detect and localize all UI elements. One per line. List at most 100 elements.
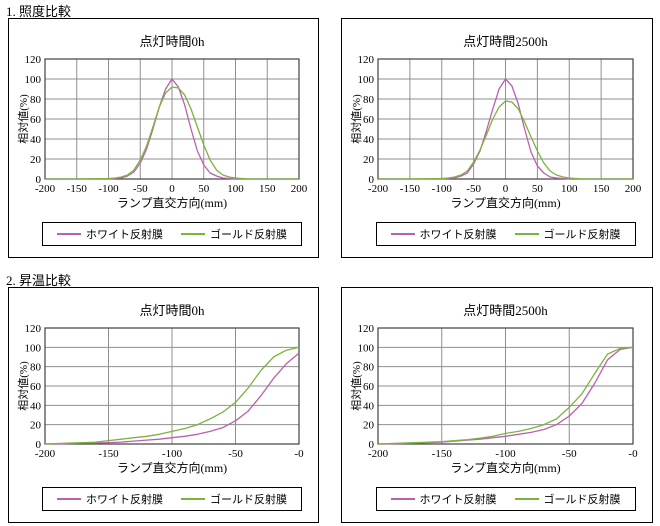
section-2-label: 2. 昇温比較 (6, 273, 72, 288)
x-tick-label: -0 (628, 448, 638, 460)
x-tick-label: -50 (133, 183, 148, 195)
legend: ホワイト反射膜 ゴールド反射膜 (42, 487, 302, 511)
y-tick-label: 0 (369, 439, 375, 451)
legend-label: ゴールド反射膜 (543, 494, 621, 506)
x-tick-label: 100 (227, 183, 244, 195)
plot-svg: 0 20 40 60 80 100 120 -200 -150 -100 -50 -0 (25, 323, 305, 460)
legend: ホワイト反射膜 ゴールド反射膜 (375, 487, 636, 511)
plot-frame (44, 327, 300, 445)
x-axis-label: ランプ直交方向(mm) (116, 196, 228, 210)
y-tick-label: 120 (358, 323, 375, 335)
x-tick-label: -100 (432, 183, 453, 195)
y-tick-label: 120 (358, 54, 375, 66)
x-tick-label: 200 (625, 183, 642, 195)
y-tick-label: 100 (25, 342, 42, 354)
chart-title: 点灯時間0h (139, 303, 205, 318)
x-tick-label: -100 (495, 448, 516, 460)
x-tick-label: -150 (432, 448, 453, 460)
x-axis-label: ランプ直交方向(mm) (116, 461, 228, 475)
plot-area: 0 20 40 60 80 100 120 -200 -150 -100 -50 0 50 100 150 2… (342, 19, 652, 257)
x-tick-label: 150 (593, 183, 610, 195)
y-axis-label: 相対値(%) (351, 361, 363, 411)
x-tick-label: -100 (98, 183, 119, 195)
y-tick-label: 80 (30, 94, 42, 106)
y-tick-label: 80 (363, 362, 375, 374)
chart-illuminance-0h: 0 20 40 60 80 100 120 -200 -150 -100 -50 0 50 100 150 2… (8, 18, 319, 258)
legend-item-gold-film: ゴールド反射膜 (181, 491, 287, 507)
series-line-gold-film (45, 86, 299, 180)
legend-label: ホワイト反射膜 (86, 229, 163, 241)
legend-box: ホワイト反射膜 ゴールド反射膜 (375, 487, 636, 511)
series-line-gold-film (378, 100, 633, 180)
y-tick-label: 60 (30, 114, 42, 126)
legend-box: ホワイト反射膜 ゴールド反射膜 (42, 487, 302, 511)
y-tick-label: 100 (25, 74, 42, 86)
legend-label: ホワイト反射膜 (419, 494, 497, 506)
x-tick-label: -150 (400, 183, 421, 195)
gold-film-line-swatch (514, 233, 539, 235)
legend-label: ゴールド反射膜 (210, 229, 287, 241)
y-tick-label: 0 (36, 439, 42, 451)
y-axis-label: 相対値(%) (18, 94, 30, 144)
legend-item-gold-film: ゴールド反射膜 (514, 226, 621, 242)
y-tick-label: 100 (358, 342, 375, 354)
x-tick-label: -0 (294, 448, 304, 460)
plot-area: 0 20 40 60 80 100 120 -200 -150 -100 -50 -0 (9, 288, 318, 522)
y-tick-label: 20 (363, 154, 375, 166)
legend-item-gold-film: ゴールド反射膜 (514, 491, 621, 507)
x-tick-label: -100 (162, 448, 183, 460)
legend-item-gold-film: ゴールド反射膜 (181, 226, 287, 242)
x-tick-label: -200 (35, 183, 56, 195)
x-tick-label: -150 (98, 448, 119, 460)
plot-svg: 0 20 40 60 80 100 120 -200 -150 -100 -50 0 50 100 150 2… (358, 54, 642, 195)
legend-item-white-film: ホワイト反射膜 (57, 226, 163, 242)
legend-box: ホワイト反射膜 ゴールド反射膜 (375, 222, 636, 246)
y-tick-label: 60 (30, 381, 42, 393)
x-axis-label: ランプ直交方向(mm) (450, 196, 561, 210)
y-tick-label: 60 (363, 114, 375, 126)
legend-label: ゴールド反射膜 (210, 494, 287, 506)
white-film-line-swatch (390, 233, 415, 235)
x-tick-label: 50 (532, 183, 544, 195)
x-tick-label: 0 (169, 183, 175, 195)
plot-area: 0 20 40 60 80 100 120 -200 -150 -100 -50 0 50 100 150 2… (9, 19, 318, 257)
white-film-line-swatch (390, 498, 415, 500)
y-tick-label: 80 (363, 94, 375, 106)
gold-film-line-swatch (181, 498, 205, 500)
gold-film-line-swatch (181, 233, 205, 235)
plot-svg: 0 20 40 60 80 100 120 -200 -150 -100 -50 -0 (358, 323, 639, 460)
y-tick-label: 80 (30, 362, 42, 374)
y-tick-label: 20 (30, 420, 42, 432)
plot-area: 0 20 40 60 80 100 120 -200 -150 -100 -50 -0 (342, 288, 652, 522)
y-tick-label: 0 (36, 174, 42, 186)
y-tick-label: 40 (363, 134, 375, 146)
legend: ホワイト反射膜 ゴールド反射膜 (375, 222, 636, 246)
x-tick-label: 0 (503, 183, 509, 195)
y-axis-label: 相対値(%) (18, 361, 30, 411)
legend-label: ホワイト反射膜 (419, 229, 497, 241)
y-tick-label: 40 (30, 400, 42, 412)
x-tick-label: 150 (259, 183, 276, 195)
chart-title: 点灯時間0h (139, 34, 205, 49)
series-line-white-film (45, 78, 299, 180)
legend-box: ホワイト反射膜 ゴールド反射膜 (42, 222, 302, 246)
x-tick-label: 200 (291, 183, 308, 195)
y-tick-label: 120 (25, 54, 42, 66)
legend-label: ホワイト反射膜 (86, 494, 163, 506)
chart-title: 点灯時間2500h (463, 303, 548, 318)
y-tick-label: 0 (369, 174, 375, 186)
x-tick-label: -50 (466, 183, 481, 195)
section-1-label: 1. 照度比較 (6, 4, 72, 19)
legend: ホワイト反射膜 ゴールド反射膜 (42, 222, 302, 246)
y-tick-label: 20 (363, 420, 375, 432)
y-tick-label: 40 (30, 134, 42, 146)
legend-item-white-film: ホワイト反射膜 (390, 226, 497, 242)
gold-film-line-swatch (514, 498, 539, 500)
x-tick-label: -50 (562, 448, 577, 460)
plot-frame (44, 58, 300, 180)
series-line-gold-film (377, 346, 634, 445)
x-tick-label: -150 (67, 183, 88, 195)
legend-item-white-film: ホワイト反射膜 (57, 491, 163, 507)
x-tick-label: 100 (561, 183, 578, 195)
